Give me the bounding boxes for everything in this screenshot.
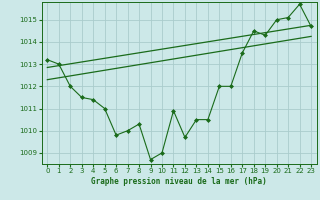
X-axis label: Graphe pression niveau de la mer (hPa): Graphe pression niveau de la mer (hPa) xyxy=(91,177,267,186)
